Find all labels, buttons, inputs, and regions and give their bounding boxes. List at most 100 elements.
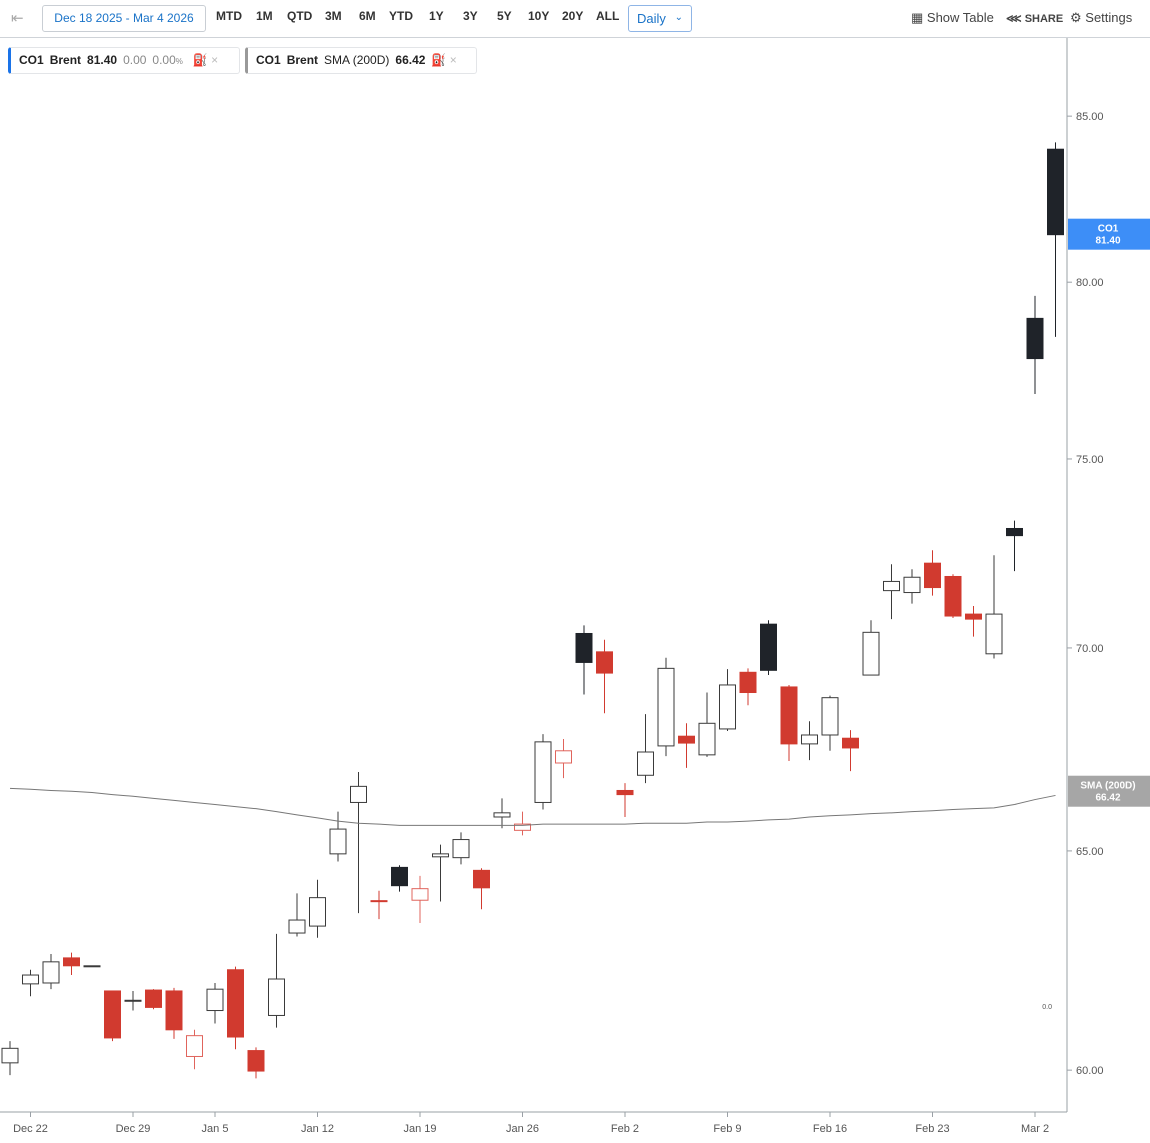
candle-body [637,751,654,776]
legend-ticker: CO1 [19,53,44,67]
share-text: SHARE [1024,13,1064,25]
range-button[interactable]: ALL [596,9,620,23]
legend-pct-unit: % [175,57,183,66]
candle-body [432,853,449,858]
price-tag [1068,775,1150,807]
candle-body [678,735,695,744]
legend-change-pct: 0.00 [152,53,176,67]
range-button[interactable]: QTD [287,9,313,23]
y-tick-label: 70.00 [1076,643,1104,655]
x-tick-label: Feb 9 [713,1123,741,1135]
y-tick-label: 65.00 [1076,846,1104,858]
legend-chip[interactable]: CO1 Brent 81.40 0.00 0.00% ⛽ × [8,47,240,74]
candle-body [268,978,285,1016]
candle-body [1006,527,1023,537]
legend-value: 81.40 [87,53,118,67]
range-button[interactable]: 3Y [463,9,478,23]
candle-body [534,741,552,803]
candle-body [165,990,183,1031]
x-tick-label: Jan 19 [403,1123,436,1135]
candle-body [63,957,80,967]
candle-body [821,697,839,736]
candle-body [862,631,880,676]
range-button[interactable]: 1M [256,9,273,23]
menu-icon[interactable]: ⇤ [11,10,24,27]
range-button[interactable]: 6M [359,9,376,23]
y-tick-label: 60.00 [1076,1065,1104,1077]
axis-note: 0.0 [1042,1004,1052,1011]
share[interactable]: ⋘ SHARE [1006,13,1064,25]
candle-body [965,613,982,620]
candle-body [186,1035,203,1057]
candle-body [206,988,224,1012]
legend-name: Brent [49,53,82,67]
candle-body [309,897,326,927]
candle-body [493,812,511,818]
price-tag-label: CO1 [1098,224,1119,235]
x-tick-label: Jan 26 [506,1123,539,1135]
candle-body [247,1050,265,1072]
candle-body [801,734,818,745]
interval-text: Daily [637,11,666,26]
candle-body [924,562,941,589]
range-button[interactable]: 20Y [562,9,584,23]
candle-body [739,671,757,694]
price-tag-value: 81.40 [1095,236,1120,247]
x-tick-label: Feb 23 [915,1123,949,1135]
candle-body [698,722,716,756]
legend-study: SMA (200D) [324,53,390,67]
y-tick-label: 85.00 [1076,111,1104,123]
candle-body [514,823,531,831]
candle-body [124,999,142,1002]
candle-body [616,789,634,796]
candle-body [473,869,490,889]
x-tick-label: Mar 2 [1021,1123,1049,1135]
x-tick-label: Feb 16 [813,1123,847,1135]
candle-body [555,750,572,764]
candle-body [145,989,162,1008]
candle-body [350,785,367,803]
candle-body [780,686,798,745]
candle-body [104,990,121,1039]
settings-text: Settings [1085,10,1133,25]
x-tick-label: Feb 2 [611,1123,639,1135]
candle-body [329,828,347,855]
candle-body [903,576,921,594]
range-button[interactable]: 1Y [429,9,444,23]
legend-name: Brent [286,53,319,67]
candle-body [1047,148,1064,236]
candle-body [719,684,736,730]
candle-body [452,839,470,859]
candle-body [22,974,39,985]
candle-body [370,900,388,903]
sma-line [9,787,1056,826]
settings[interactable]: ⚙ Settings [1070,10,1133,25]
candle-body [42,961,60,984]
price-tag [1068,218,1150,250]
range-button[interactable]: MTD [216,9,242,23]
candle-body [883,580,900,592]
x-tick-label: Dec 29 [116,1123,151,1135]
x-tick-label: Jan 12 [301,1123,334,1135]
range-button[interactable]: YTD [389,9,413,23]
candle-body [596,651,613,674]
legend-value: 66.42 [395,53,426,67]
candle-body [575,632,593,663]
range-button[interactable]: 3M [325,9,342,23]
toolbar: ⇤ Dec 18 2025 - Mar 4 2026 MTD 1M QTD 3M 6M Y… [0,0,1150,38]
range-button[interactable]: 5Y [497,9,512,23]
x-tick-label: Jan 5 [202,1123,229,1135]
y-tick-label: 80.00 [1076,277,1104,289]
candle-body [657,667,675,747]
date-range[interactable]: Dec 18 2025 - Mar 4 2026 [42,5,206,32]
show-table-text: Show Table [926,10,994,25]
candle-body [944,575,962,617]
candle-body [227,969,244,1038]
range-button[interactable]: 10Y [528,9,550,23]
show-table[interactable]: ▦ Show Table [911,10,994,25]
legend-chip[interactable]: CO1 Brent SMA (200D) 66.42 ⛽ × [245,47,477,74]
interval-select[interactable]: Daily ⌄ [628,5,692,32]
candle-body [842,737,859,749]
